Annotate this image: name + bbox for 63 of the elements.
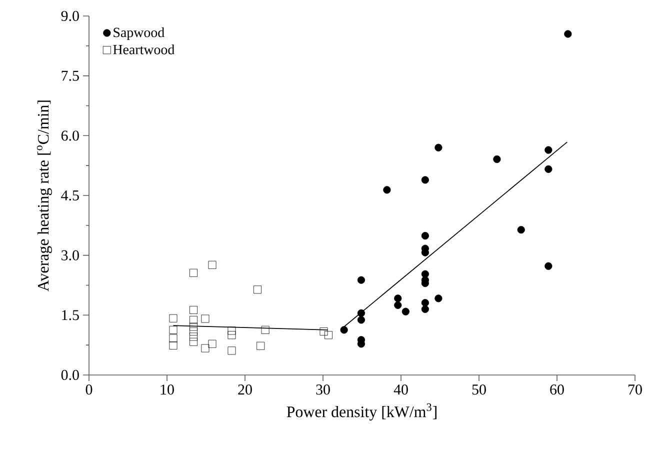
point bbox=[261, 326, 270, 334]
point bbox=[190, 332, 198, 341]
point bbox=[357, 309, 366, 317]
point bbox=[169, 334, 178, 342]
y-axis-title: Average heating rate [$^{o}$C/min] bbox=[37, 100, 52, 292]
y-tick-label: 3.0 bbox=[62, 250, 79, 260]
point bbox=[169, 314, 178, 322]
point bbox=[421, 270, 429, 278]
point bbox=[493, 155, 501, 163]
y-tick-label: 0.0 bbox=[61, 370, 79, 380]
x-axis-title: Power density [kW/m$^{3}$] bbox=[286, 403, 436, 420]
point bbox=[201, 344, 210, 352]
x-tick-label: 20 bbox=[238, 384, 252, 395]
point bbox=[544, 262, 552, 270]
point bbox=[228, 326, 236, 335]
point bbox=[169, 341, 178, 350]
point bbox=[228, 331, 236, 340]
point bbox=[421, 298, 429, 307]
y-tick-label: 9.0 bbox=[61, 10, 79, 22]
point bbox=[190, 328, 198, 336]
point bbox=[256, 342, 265, 350]
y-tick-label: 6.0 bbox=[61, 130, 79, 141]
point bbox=[394, 294, 402, 302]
point bbox=[190, 322, 198, 331]
point bbox=[208, 340, 216, 348]
point bbox=[208, 260, 216, 269]
point bbox=[383, 186, 391, 194]
point bbox=[324, 331, 332, 340]
point bbox=[421, 176, 429, 184]
point bbox=[253, 286, 262, 294]
point bbox=[340, 326, 348, 334]
x-tick-label: 10 bbox=[160, 384, 174, 395]
legend-label: Heartwood bbox=[113, 44, 175, 54]
x-tick-label: 0 bbox=[86, 384, 92, 395]
point bbox=[169, 326, 178, 334]
point bbox=[190, 316, 198, 324]
point bbox=[190, 306, 198, 314]
point bbox=[394, 301, 402, 309]
legend-label: Sapwood bbox=[114, 27, 164, 40]
y-tick-label: 4.5 bbox=[61, 190, 79, 201]
y-tick-label: 7.5 bbox=[62, 70, 79, 81]
point bbox=[434, 294, 442, 302]
point bbox=[190, 268, 198, 277]
y-tick-label: 1.5 bbox=[62, 310, 79, 320]
point bbox=[357, 276, 366, 284]
point bbox=[544, 165, 552, 173]
x-tick-label: 70 bbox=[628, 384, 642, 395]
point bbox=[320, 328, 328, 336]
point bbox=[421, 305, 429, 313]
point bbox=[190, 338, 198, 346]
point bbox=[421, 232, 429, 240]
point bbox=[564, 30, 572, 38]
point bbox=[544, 146, 552, 154]
x-tick-label: 50 bbox=[472, 384, 486, 395]
x-tick-label: 60 bbox=[550, 384, 564, 395]
point bbox=[201, 314, 210, 323]
point bbox=[517, 226, 525, 234]
point bbox=[357, 316, 366, 324]
point bbox=[434, 144, 442, 152]
point bbox=[228, 346, 236, 355]
point bbox=[402, 308, 410, 316]
x-tick-label: 40 bbox=[394, 384, 408, 395]
x-tick-label: 30 bbox=[316, 384, 330, 395]
